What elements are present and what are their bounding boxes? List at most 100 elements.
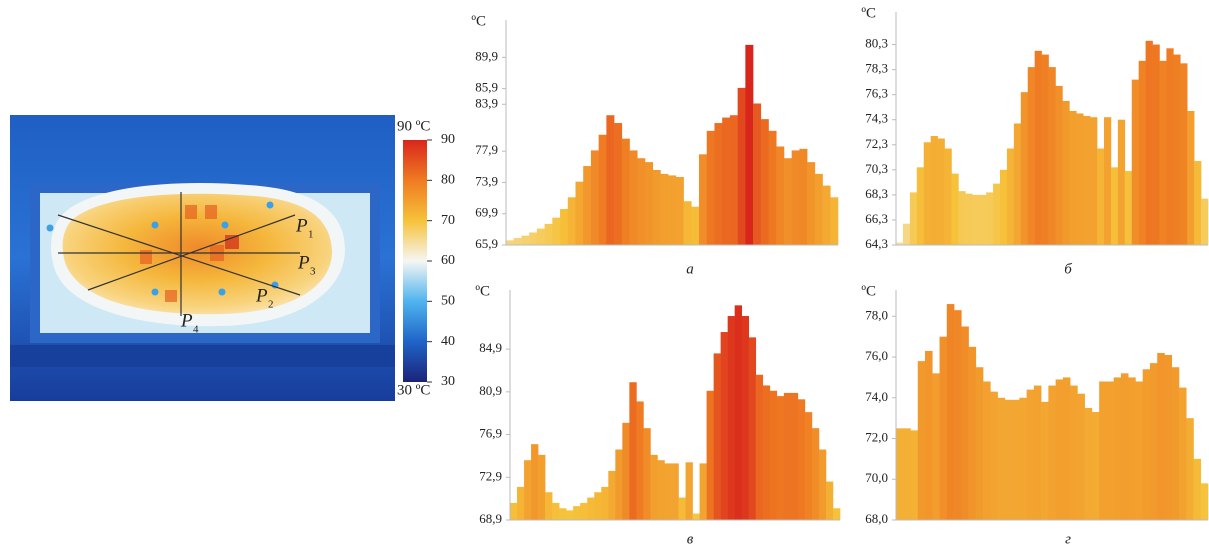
bar [784, 158, 792, 245]
bar [573, 506, 580, 520]
colorbar-max-label: 90 ºC [397, 118, 430, 134]
bar [924, 142, 931, 245]
bar [1014, 123, 1021, 245]
bar [776, 146, 784, 245]
y-unit-label: ºC [471, 13, 486, 29]
bar [510, 503, 517, 520]
y-unit-label: ºC [861, 283, 876, 299]
bar [969, 347, 977, 520]
bar [517, 487, 524, 520]
bar [560, 209, 568, 245]
bar [622, 139, 630, 245]
bar [650, 455, 657, 520]
bar [583, 166, 591, 245]
bar [993, 184, 1000, 245]
bar [1166, 48, 1173, 245]
bar [671, 463, 678, 520]
colorbar-tick-label: 90 [441, 132, 455, 147]
bar [799, 149, 807, 245]
bar [896, 428, 904, 520]
bar [954, 310, 962, 520]
probe-label: P [180, 310, 193, 331]
bar [932, 373, 940, 520]
probe-index: 2 [268, 299, 274, 311]
bar [976, 367, 984, 520]
bar [911, 430, 919, 520]
bar [761, 119, 769, 245]
bar [699, 154, 707, 245]
bar [660, 174, 668, 245]
bar [524, 460, 531, 520]
thermal-image [10, 115, 395, 401]
bar [676, 177, 684, 245]
bar [1070, 386, 1078, 520]
bar [1076, 113, 1083, 245]
y-tick-label: 72,0 [865, 430, 888, 445]
bar [1146, 41, 1153, 245]
bar [826, 482, 833, 520]
bar [599, 135, 607, 245]
hot-zone [63, 194, 332, 314]
y-tick-label: 77,9 [475, 142, 498, 157]
chart-caption: а [686, 261, 694, 277]
bar [749, 337, 756, 520]
bar [770, 391, 777, 520]
bar [903, 224, 910, 245]
y-tick-label: 70,3 [865, 161, 888, 176]
bar [833, 508, 840, 520]
bar [545, 492, 552, 520]
bar [730, 115, 738, 245]
bar [1201, 483, 1209, 520]
bar [753, 103, 761, 245]
bar [1069, 111, 1076, 245]
bar [1186, 418, 1194, 520]
bar [1164, 355, 1172, 520]
y-tick-label: 78,0 [865, 307, 888, 322]
probe-index: 3 [310, 266, 316, 278]
bar [961, 326, 969, 520]
bar [990, 392, 998, 520]
bar [1180, 63, 1187, 245]
bar [700, 463, 707, 520]
bar [1012, 400, 1020, 520]
y-tick-label: 68,0 [865, 511, 888, 526]
y-tick-label: 80,3 [865, 36, 888, 51]
page: P1P2P3P43040506070809090 ºC30 ºC65,969,9… [0, 0, 1209, 549]
y-tick-label: 76,0 [865, 348, 888, 363]
y-tick-label: 70,0 [865, 470, 888, 485]
bar [521, 236, 529, 245]
colorbar-tick-label: 50 [441, 294, 455, 309]
bar [1135, 381, 1143, 520]
figure: P1P2P3P43040506070809090 ºC30 ºC65,969,9… [0, 0, 1209, 549]
bar [1172, 367, 1180, 520]
bar [1063, 377, 1071, 520]
bar [917, 167, 924, 245]
bar [629, 382, 636, 520]
bar [1104, 117, 1111, 245]
bar [742, 316, 749, 520]
bar [763, 385, 770, 520]
bar [1153, 45, 1160, 245]
probe-index: 1 [308, 229, 314, 241]
bar [684, 201, 692, 245]
y-unit-label: ºC [861, 5, 876, 21]
bar [1111, 167, 1118, 245]
bar [608, 471, 615, 520]
bar [552, 218, 560, 245]
bar [538, 455, 545, 520]
bar [958, 191, 965, 245]
bar [823, 186, 831, 245]
bar [1034, 386, 1042, 520]
bar [714, 123, 722, 245]
bar [587, 498, 594, 520]
y-tick-label: 69,9 [475, 205, 498, 220]
bar [1150, 363, 1158, 520]
bar [506, 240, 514, 245]
bar [951, 174, 958, 245]
colorbar [403, 140, 427, 382]
bar [1114, 377, 1122, 520]
y-tick-label: 76,3 [865, 86, 888, 101]
bar [807, 162, 815, 245]
probe-label: P [255, 285, 268, 306]
bar [591, 150, 599, 245]
